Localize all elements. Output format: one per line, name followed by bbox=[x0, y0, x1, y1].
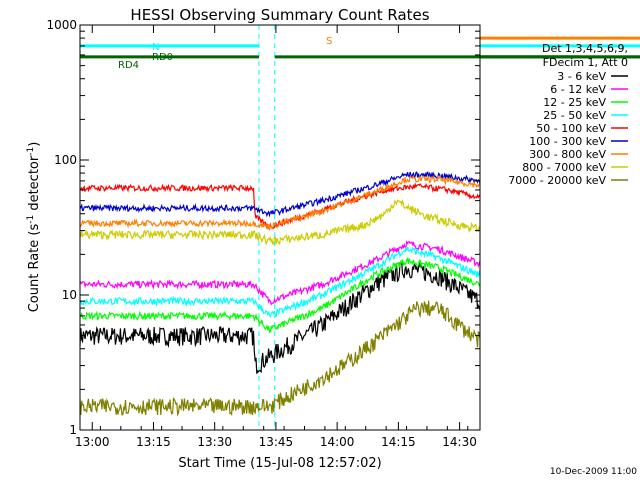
plot-frame bbox=[79, 24, 481, 431]
y-axis-label: Count Rate (s-1 detector-1) bbox=[26, 142, 42, 313]
series-line-8 bbox=[79, 300, 481, 417]
x-axis: 13:00 13:15 13:30 13:45 14:00 14:15 14:30 bbox=[75, 25, 477, 449]
chart-title: HESSI Observing Summary Count Rates bbox=[130, 6, 429, 24]
status-label-RD4: RD4 bbox=[118, 60, 139, 71]
legend-label-7: 800 - 7000 keV bbox=[522, 161, 606, 174]
series-line-3 bbox=[79, 246, 481, 319]
legend-label-3: 25 - 50 keV bbox=[543, 109, 606, 122]
series-line-7 bbox=[79, 198, 481, 246]
series-line-1 bbox=[79, 240, 481, 306]
status-label-S: S bbox=[326, 36, 332, 47]
x-tick-label-0: 13:00 bbox=[75, 435, 110, 449]
timestamp: 10-Dec-2009 11:00 bbox=[550, 467, 637, 477]
x-axis-label: Start Time (15-Jul-08 12:57:02) bbox=[178, 456, 381, 471]
y-tick-label-2: 100 bbox=[54, 153, 77, 167]
series-line-0 bbox=[79, 259, 481, 374]
y-tick-label-1: 10 bbox=[62, 288, 77, 302]
x-tick-label-6: 14:30 bbox=[442, 435, 477, 449]
x-tick-label-5: 14:15 bbox=[381, 435, 416, 449]
series-line-2 bbox=[79, 257, 481, 334]
x-tick-label-2: 13:30 bbox=[197, 435, 232, 449]
x-tick-label-1: 13:15 bbox=[136, 435, 171, 449]
legend-label-0: 3 - 6 keV bbox=[557, 70, 606, 83]
y-tick-label-0: 1 bbox=[69, 423, 77, 437]
legend-header-0: Det 1,3,4,5,6,9, bbox=[542, 42, 628, 55]
legend: Det 1,3,4,5,6,9,FDecim 1, Att 03 - 6 keV… bbox=[508, 42, 628, 187]
series-line-6 bbox=[79, 174, 481, 230]
legend-label-1: 6 - 12 keV bbox=[550, 83, 606, 96]
legend-label-4: 50 - 100 keV bbox=[536, 122, 606, 135]
status-label-RD0: RD0 bbox=[152, 52, 173, 63]
status-label-N: N bbox=[152, 42, 159, 53]
legend-label-2: 12 - 25 keV bbox=[543, 96, 606, 109]
legend-label-5: 100 - 300 keV bbox=[529, 135, 606, 148]
legend-label-8: 7000 - 20000 keV bbox=[508, 174, 606, 187]
y-axis: 1 10 100 1000 bbox=[46, 18, 480, 437]
series-line-5 bbox=[79, 171, 481, 218]
x-tick-label-4: 14:00 bbox=[320, 435, 355, 449]
x-tick-label-3: 13:45 bbox=[259, 435, 294, 449]
legend-label-6: 300 - 800 keV bbox=[529, 148, 606, 161]
series-layer bbox=[79, 171, 481, 417]
legend-header-1: FDecim 1, Att 0 bbox=[543, 56, 628, 69]
status-bars: N S RD0 RD4 bbox=[80, 36, 640, 71]
y-tick-label-3: 1000 bbox=[46, 18, 77, 32]
